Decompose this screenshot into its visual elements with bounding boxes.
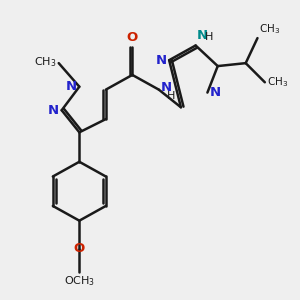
Text: N: N	[210, 86, 221, 99]
Text: N: N	[48, 104, 59, 117]
Text: H: H	[167, 91, 176, 101]
Text: N: N	[66, 80, 77, 93]
Text: H: H	[205, 32, 213, 42]
Text: O: O	[127, 31, 138, 44]
Text: N: N	[197, 29, 208, 42]
Text: N: N	[161, 81, 172, 94]
Text: CH$_3$: CH$_3$	[259, 22, 280, 36]
Text: OCH$_3$: OCH$_3$	[64, 274, 95, 288]
Text: N: N	[156, 54, 167, 67]
Text: O: O	[74, 242, 85, 255]
Text: CH$_3$: CH$_3$	[267, 75, 288, 89]
Text: CH$_3$: CH$_3$	[34, 55, 56, 69]
